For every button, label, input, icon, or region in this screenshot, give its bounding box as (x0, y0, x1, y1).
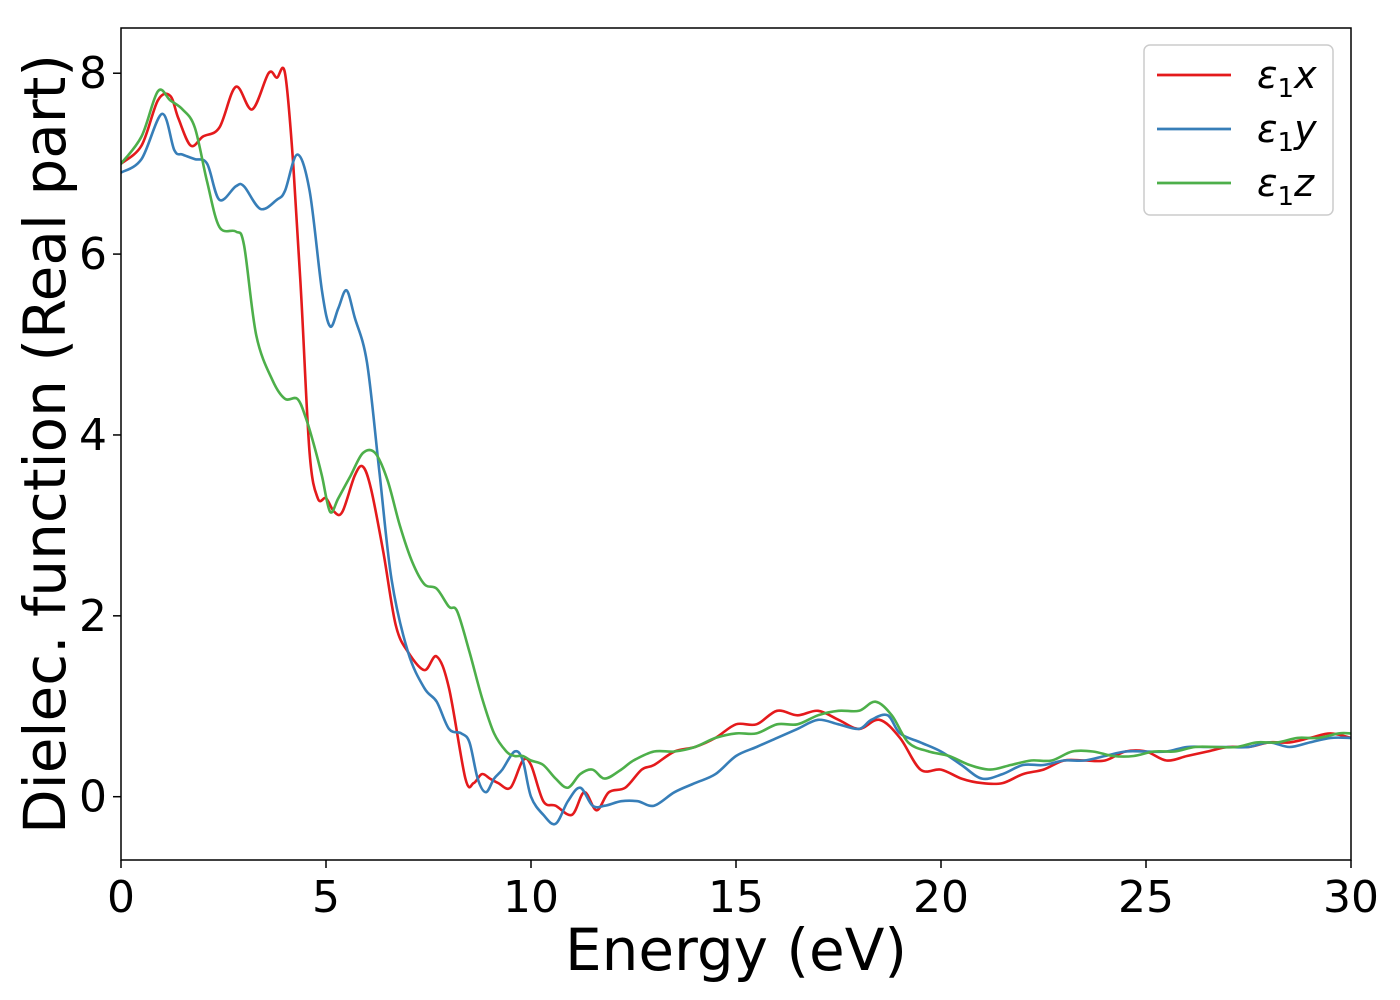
y-tick-label: 8 (79, 48, 107, 99)
y-tick-label: 0 (79, 772, 107, 823)
x-tick-label: 20 (913, 872, 969, 923)
x-tick-label: 25 (1118, 872, 1174, 923)
legend-subscript: 1 (1278, 128, 1295, 158)
tick-layer: 0 5 10 15 20 25 30 0 2 4 6 8 (79, 48, 1379, 923)
x-axis-label: Energy (eV) (565, 916, 907, 984)
legend-symbol: ε (1257, 107, 1278, 151)
legend-component: x (1293, 53, 1317, 97)
legend-label-1: ε1x (1257, 53, 1317, 104)
x-tick-label: 10 (503, 872, 559, 923)
y-axis-label: Dielec. function (Real part) (11, 54, 79, 834)
legend-component: z (1293, 161, 1315, 205)
series-line-2 (121, 112, 1351, 826)
legend-subscript: 1 (1278, 74, 1295, 104)
legend-symbol: ε (1257, 53, 1278, 97)
legend-subscript: 1 (1278, 182, 1295, 212)
series-layer (121, 66, 1351, 826)
x-tick-label: 15 (708, 872, 764, 923)
y-tick-label: 4 (79, 410, 107, 461)
x-tick-label: 5 (312, 872, 340, 923)
legend-label-2: ε1y (1257, 107, 1317, 158)
series-line-3 (121, 88, 1351, 790)
y-tick-label: 2 (79, 591, 107, 642)
legend-label-3: ε1z (1257, 161, 1315, 212)
legend-symbol: ε (1257, 161, 1278, 205)
legend-component: y (1293, 107, 1317, 151)
y-tick-label: 6 (79, 229, 107, 280)
x-tick-label: 0 (107, 872, 135, 923)
legend-box (1143, 44, 1334, 216)
x-tick-label: 30 (1323, 872, 1379, 923)
